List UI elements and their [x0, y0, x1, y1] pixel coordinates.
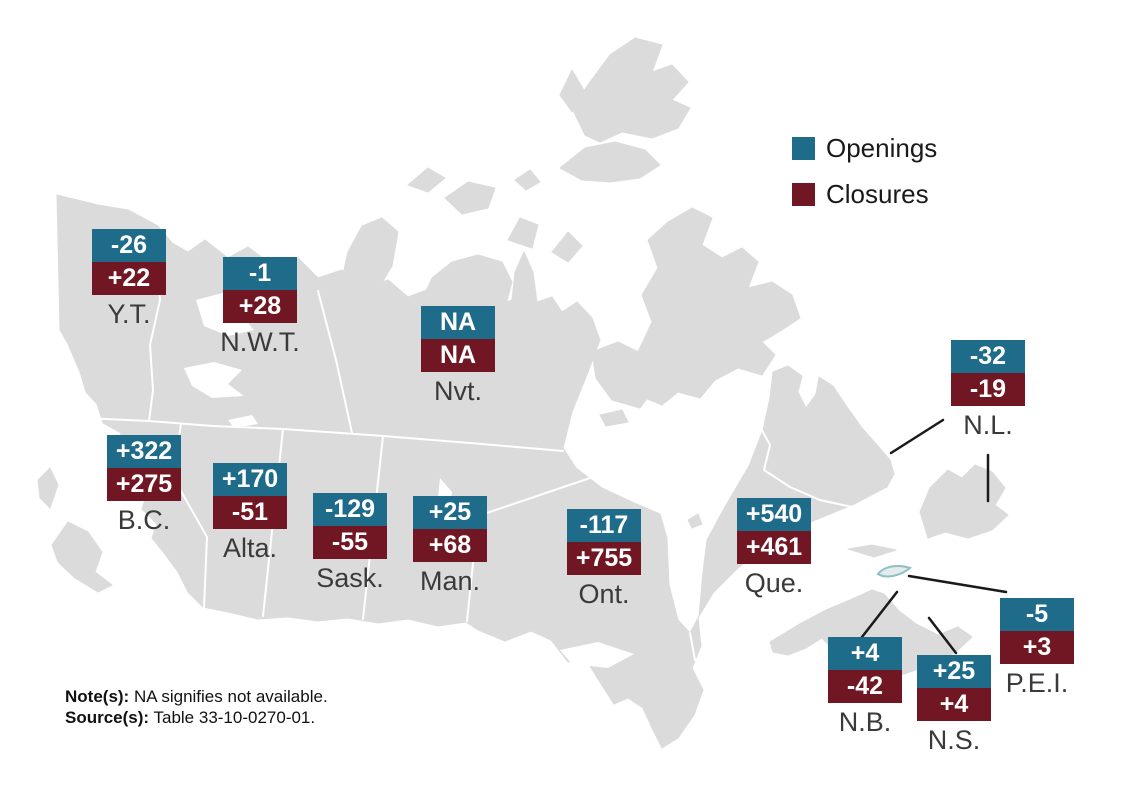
nb-closures-value: -42	[828, 670, 902, 703]
source-label: Source(s):	[65, 708, 150, 727]
man-openings-value: +25	[413, 496, 487, 529]
yt-openings-value: -26	[92, 229, 166, 262]
notes-block: Note(s): NA signifies not available. Sou…	[65, 686, 328, 728]
border-ont-que	[689, 632, 728, 694]
region-label-bc: +322 +275 B.C.	[107, 435, 181, 535]
bc-openings-value: +322	[107, 435, 181, 468]
bc-region-name: B.C.	[117, 505, 171, 535]
newfoundland-shape	[919, 464, 1009, 539]
bathurst-island-shape	[514, 169, 541, 191]
ns-region-name: N.S.	[927, 725, 981, 755]
coats-island-shape	[599, 409, 629, 427]
lake-athabasca-shape	[228, 415, 258, 428]
king-william-island-shape	[539, 307, 561, 329]
ont-openings-value: -117	[567, 509, 641, 542]
region-label-pei: -5 +3 P.E.I.	[1000, 598, 1074, 698]
nl-region-name: N.L.	[963, 410, 1013, 440]
sask-openings-value: -129	[313, 493, 387, 526]
region-label-nvt: NA NA Nvt.	[421, 306, 495, 406]
ns-closures-value: +4	[917, 688, 991, 721]
nwt-region-name: N.W.T.	[220, 327, 300, 357]
pei-closures-value: +3	[1000, 631, 1074, 664]
vancouver-island-shape	[51, 521, 113, 593]
note-text: NA signifies not available.	[129, 687, 328, 706]
legend-row-openings: Openings	[792, 133, 937, 164]
region-label-ont: -117 +755 Ont.	[567, 509, 641, 609]
closures-swatch-icon	[792, 183, 815, 206]
prince-of-wales-island-shape	[551, 231, 583, 263]
region-label-yt: -26 +22 Y.T.	[92, 229, 166, 329]
ont-closures-value: +755	[567, 542, 641, 575]
openings-legend-label: Openings	[826, 133, 938, 163]
axel-heiberg-island-shape	[559, 69, 586, 113]
ont-region-name: Ont.	[578, 579, 630, 609]
nwt-closures-value: +28	[223, 290, 297, 323]
haida-gwaii-shape	[37, 467, 59, 509]
man-closures-value: +68	[413, 529, 487, 562]
alta-region-name: Alta.	[222, 533, 278, 563]
man-region-name: Man.	[419, 566, 481, 596]
belcher-island-shape	[687, 513, 703, 529]
leader-line-nb	[860, 590, 899, 639]
que-region-name: Que.	[744, 568, 804, 598]
closures-legend-label: Closures	[826, 179, 929, 209]
pei-region-name: P.E.I.	[1005, 668, 1069, 698]
nl-openings-value: -32	[951, 340, 1025, 373]
alta-closures-value: -51	[213, 496, 287, 529]
alta-openings-value: +170	[213, 463, 287, 496]
leader-line-nl-labrador	[889, 418, 945, 455]
devon-island-shape	[559, 141, 661, 183]
leader-line-pei	[907, 574, 1008, 594]
prince-patrick-island-shape	[407, 167, 446, 193]
yt-region-name: Y.T.	[107, 299, 151, 329]
somerset-island-shape	[507, 217, 539, 249]
lake-superior-shape	[560, 642, 634, 668]
leader-line-ns	[927, 616, 958, 655]
baffin-island-shape	[621, 207, 801, 406]
region-label-alta: +170 -51 Alta.	[213, 463, 287, 563]
pei-island-shape	[876, 565, 913, 578]
sask-region-name: Sask.	[316, 563, 384, 593]
que-openings-value: +540	[737, 498, 811, 531]
que-closures-value: +461	[737, 531, 811, 564]
region-label-nb: +4 -42 N.B.	[828, 637, 902, 737]
nvt-region-name: Nvt.	[433, 376, 483, 406]
openings-swatch-icon	[792, 137, 815, 160]
melville-island-shape	[444, 181, 496, 215]
source-text: Table 33-10-0270-01.	[149, 708, 316, 727]
pei-openings-value: -5	[1000, 598, 1074, 631]
region-label-ns: +25 +4 N.S.	[917, 655, 991, 755]
nwt-openings-value: -1	[223, 257, 297, 290]
ellesmere-island-shape	[571, 37, 691, 143]
nb-openings-value: +4	[828, 637, 902, 670]
note-line: Note(s): NA signifies not available.	[65, 686, 328, 707]
note-label: Note(s):	[65, 687, 130, 706]
region-label-man: +25 +68 Man.	[413, 496, 487, 596]
border-que-nl	[751, 379, 887, 508]
ns-openings-value: +25	[917, 655, 991, 688]
nvt-openings-value: NA	[421, 306, 495, 339]
nb-region-name: N.B.	[838, 707, 892, 737]
nl-closures-value: -19	[951, 373, 1025, 406]
legend-row-closures: Closures	[792, 179, 937, 210]
source-line: Source(s): Table 33-10-0270-01.	[65, 707, 328, 728]
great-slave-lake-shape	[184, 362, 244, 398]
yt-closures-value: +22	[92, 262, 166, 295]
region-label-sask: -129 -55 Sask.	[313, 493, 387, 593]
region-label-nl: -32 -19 N.L.	[951, 340, 1025, 440]
region-label-nwt: -1 +28 N.W.T.	[220, 257, 300, 357]
legend: Openings Closures	[792, 133, 937, 225]
region-label-que: +540 +461 Que.	[737, 498, 811, 598]
border-nwt-nunavut	[317, 290, 353, 434]
anticosti-shape	[847, 544, 897, 558]
sask-closures-value: -55	[313, 526, 387, 559]
bc-closures-value: +275	[107, 468, 181, 501]
nvt-closures-value: NA	[421, 339, 495, 372]
banks-island-shape	[337, 217, 399, 306]
